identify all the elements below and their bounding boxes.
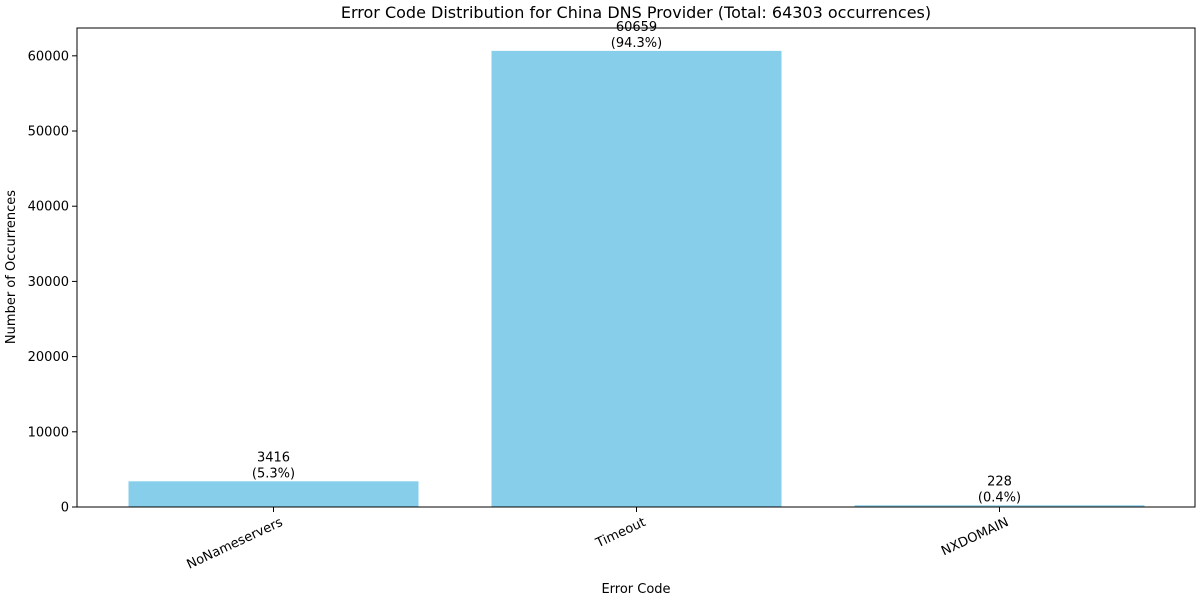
- axes-frame: [76, 27, 1196, 508]
- data-label-percent: (0.4%): [978, 490, 1021, 505]
- bar-nxdomain: [854, 505, 1145, 507]
- y-axis-label: Number of Occurrences: [4, 190, 19, 344]
- data-label-percent: (94.3%): [611, 36, 662, 51]
- bar-nonameservers: [128, 481, 419, 507]
- y-tick-label: 10000: [28, 425, 69, 440]
- y-tick-label: 50000: [28, 125, 69, 140]
- x-axis-label: Error Code: [601, 582, 670, 597]
- y-tick-label: 0: [61, 501, 69, 516]
- x-tick-label: NoNameservers: [185, 515, 286, 573]
- x-tick-label: NXDOMAIN: [939, 515, 1011, 559]
- y-tick-label: 40000: [28, 200, 69, 215]
- data-label-percent: (5.3%): [252, 466, 295, 481]
- chart-title: Error Code Distribution for China DNS Pr…: [341, 3, 931, 22]
- y-tick-label: 30000: [28, 275, 69, 290]
- data-label-value: 228: [987, 474, 1012, 489]
- x-tick-label: Timeout: [593, 515, 648, 551]
- plot-area: 3416(5.3%) NoNameservers 60659(94.3%) Timeo…: [28, 20, 1196, 573]
- bar-timeout: [491, 50, 782, 507]
- data-label-value: 3416: [257, 450, 290, 465]
- y-tick-label: 60000: [28, 49, 69, 64]
- data-label-value: 60659: [616, 20, 657, 35]
- y-tick-label: 20000: [28, 350, 69, 365]
